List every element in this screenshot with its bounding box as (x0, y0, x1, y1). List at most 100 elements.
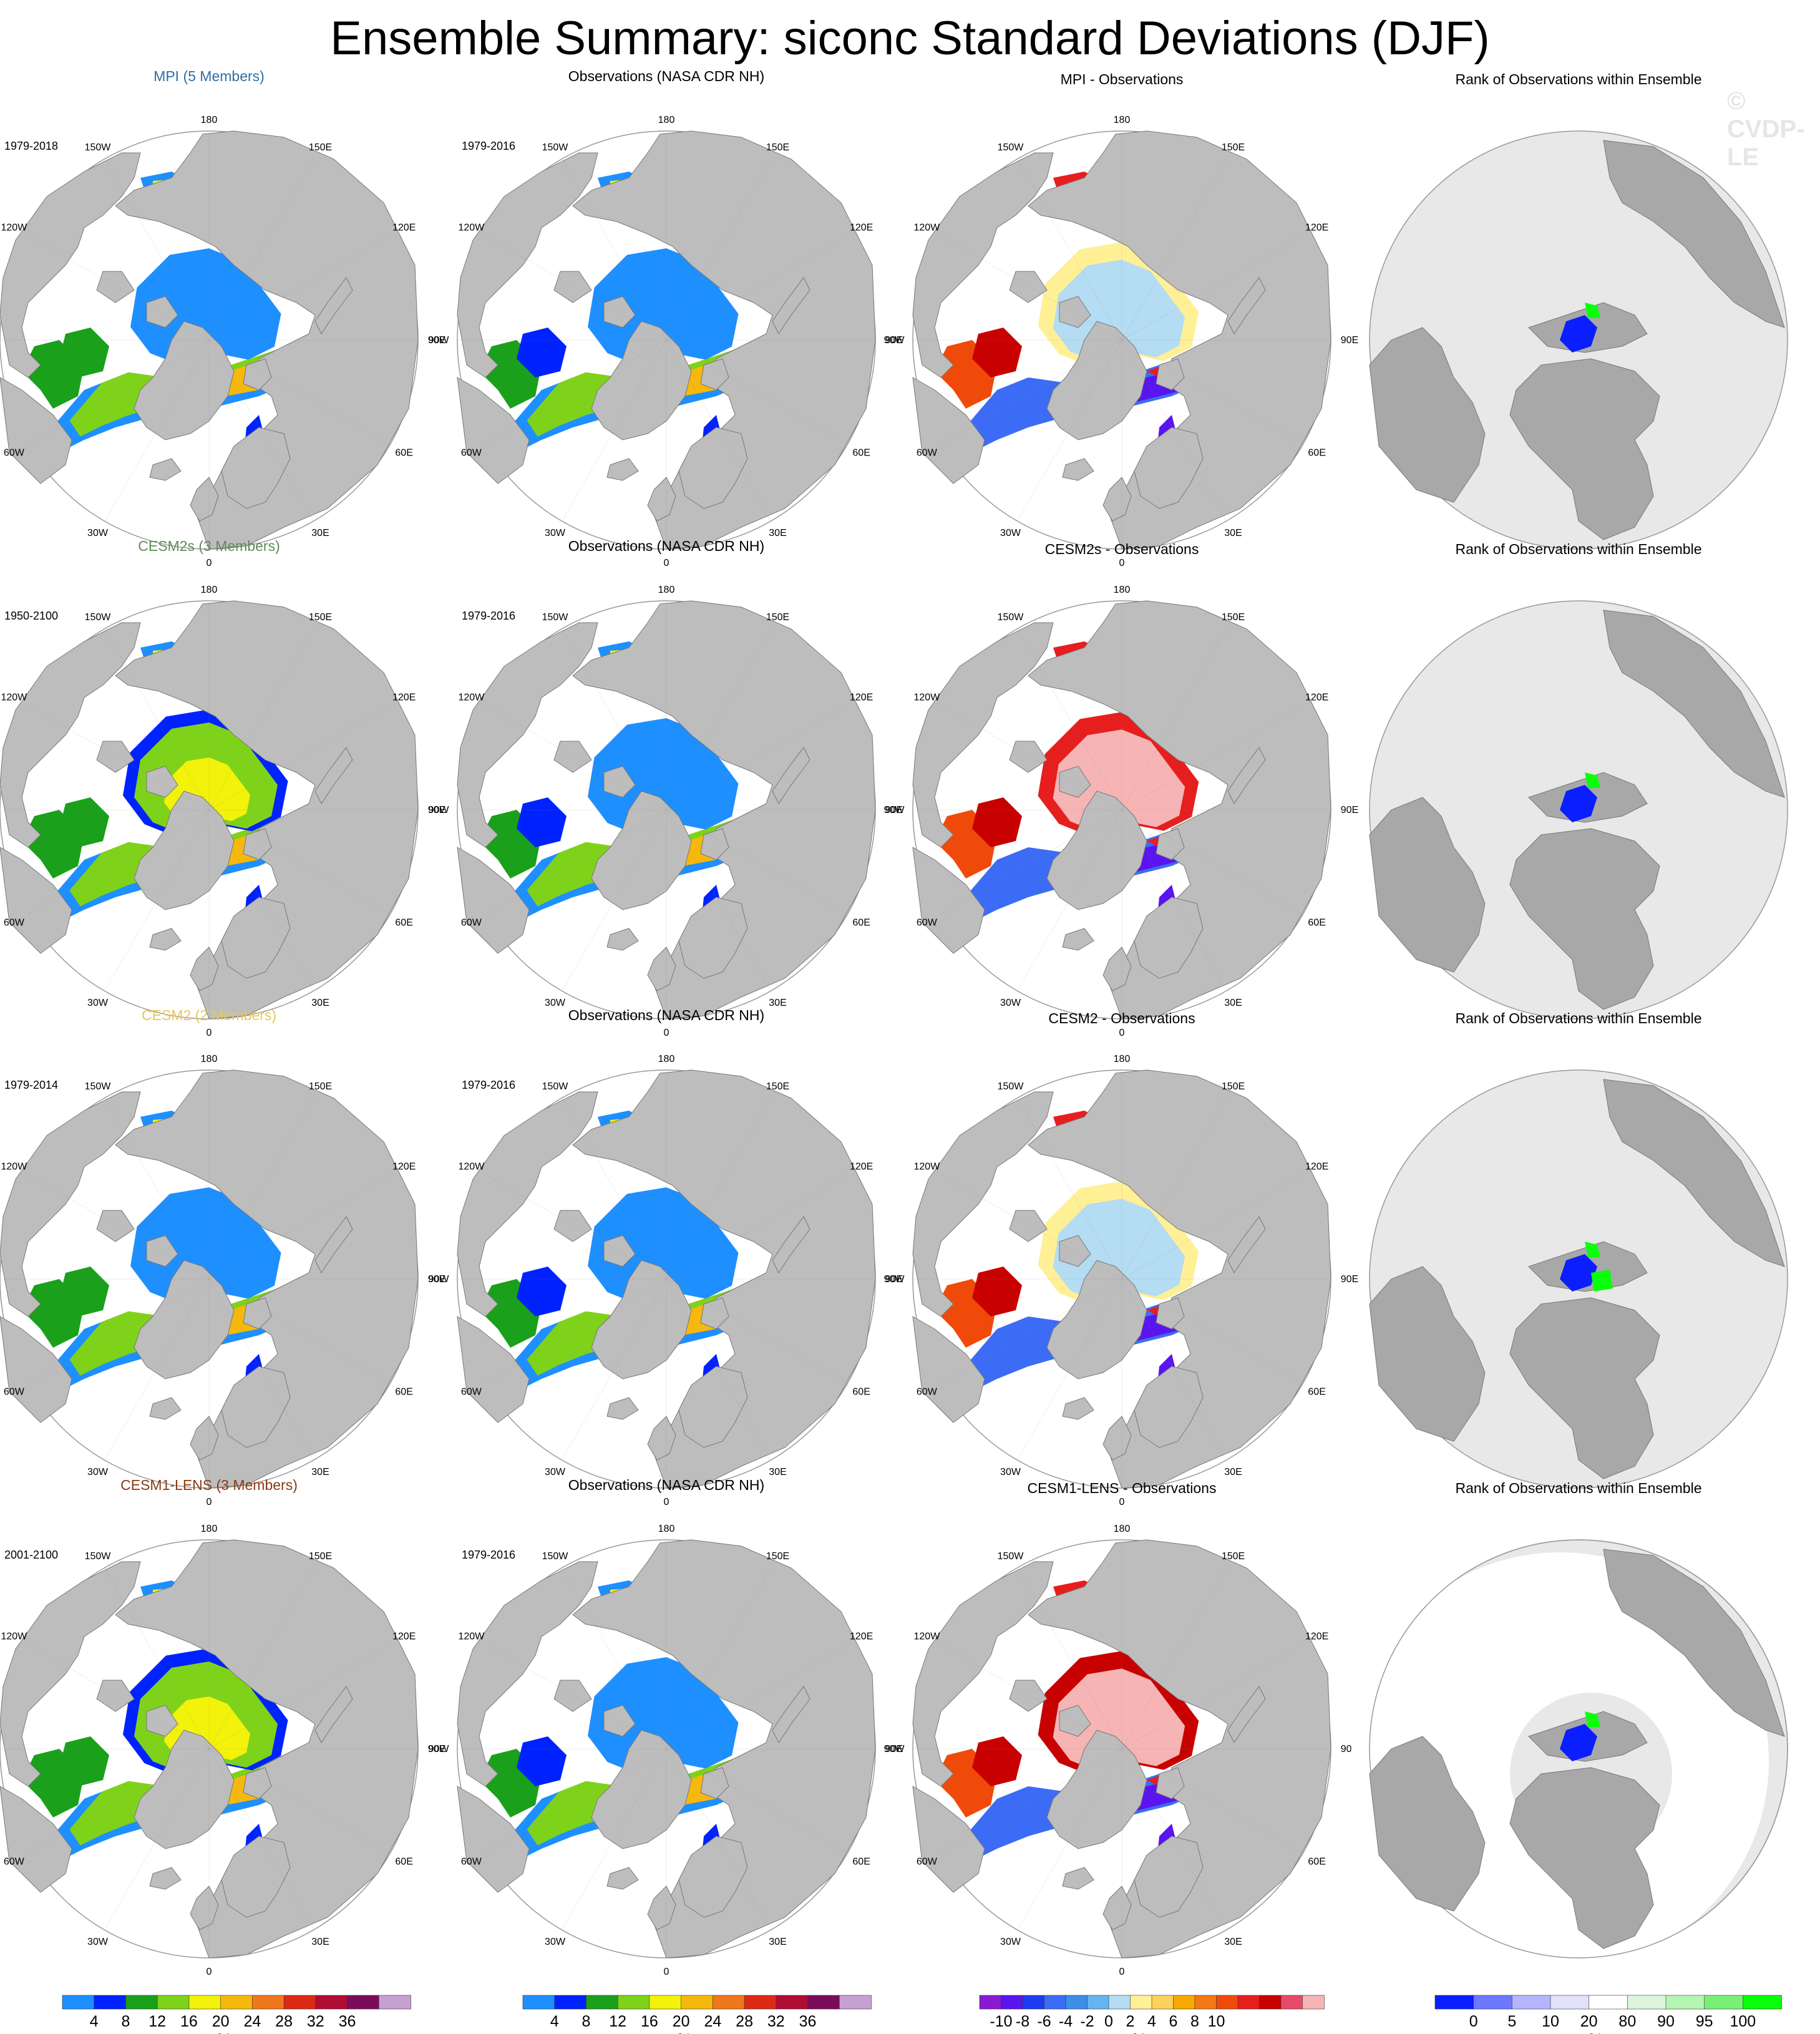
meridian-line (208, 705, 391, 810)
longitude-label-top: 180 (201, 1524, 218, 1534)
longitude-label-mid_lower_left: 60W (4, 1857, 25, 1867)
longitude-label-mid_upper_left: 120W (458, 1632, 485, 1642)
archipelago-land (1009, 741, 1048, 773)
meridian-line (1121, 1644, 1303, 1749)
meridian-line (485, 235, 667, 341)
longitude-label-mid_upper_right: 120E (1305, 1162, 1328, 1172)
longitude-label-mid_lower_left: 60W (461, 918, 482, 928)
meridian-line (666, 1278, 848, 1384)
meridian-line (104, 158, 210, 341)
svalbard-land (243, 828, 272, 860)
iceland-land (1062, 928, 1094, 951)
meridian-line (208, 809, 314, 991)
north-america-land (912, 152, 1054, 378)
labrador-land (912, 1786, 985, 1893)
longitude-label-mid_upper_right: 120E (392, 1632, 416, 1642)
meridian-line (1121, 809, 1303, 915)
meridian-line (940, 1278, 1122, 1384)
longitude-label-bottom: 0 (207, 558, 212, 568)
meridian-line (562, 1097, 667, 1280)
meridian-line (1121, 339, 1227, 522)
colorbar-tick-label: 4 (550, 2013, 559, 2030)
longitude-label-mid_upper_right: 120E (392, 223, 416, 233)
rank-low-cluster (1560, 785, 1597, 822)
archipelago-land (553, 741, 592, 773)
colorbar-unit: % (677, 2030, 692, 2034)
longitude-label-mid_upper_right: 120E (1305, 693, 1328, 703)
eurasia-land (115, 600, 419, 1019)
meridian-line (485, 1644, 667, 1749)
meridian-line (940, 1748, 1122, 1854)
longitude-label-right: 90E (428, 1744, 445, 1754)
colorbar-tick-label: 20 (212, 2013, 230, 2030)
longitude-label-top: 180 (658, 585, 675, 595)
longitude-label-mid_upper_right: 120E (392, 1162, 416, 1172)
north-america-land (0, 152, 141, 378)
panel-title: Rank of Observations within Ensemble (1455, 1010, 1701, 1026)
archipelago-land (146, 1235, 178, 1267)
meridian-line (27, 705, 210, 810)
colorbar-swatch (1302, 1995, 1325, 2010)
rank-land-west (1369, 797, 1486, 973)
longitude-label-mid_lower_right: 60E (852, 1387, 870, 1398)
colorbar-tick-label: 8 (122, 2013, 130, 2030)
colorbar-swatch (283, 1995, 316, 2010)
longitude-label-mid_lower_right: 60E (1308, 1857, 1325, 1867)
period-label: 1979-2016 (462, 610, 515, 622)
archipelago-land (96, 1210, 135, 1242)
iceland-land (1062, 1397, 1094, 1420)
colorbar-unit: % (1588, 2030, 1603, 2034)
iceland-land (149, 1867, 182, 1890)
novaya-zemlya-land (772, 747, 810, 804)
panel-row4-col3: 180 0 90W 90E 150W 150E 120W 120E 60W 60E 30W 30E CE… (884, 1480, 1359, 1977)
eurasia-land (1028, 600, 1331, 1019)
panel-title: Observations (NASA CDR NH) (568, 1007, 764, 1023)
meridian-line (940, 1174, 1122, 1280)
longitude-label-bottom: 0 (664, 558, 669, 568)
longitude-label-mid_upper_left: 120W (913, 1162, 940, 1172)
longitude-label-lower_right: 30E (1224, 528, 1242, 538)
longitude-label-top: 180 (658, 1524, 675, 1534)
novaya-zemlya-land (314, 1216, 353, 1273)
eurasia-land (1028, 1069, 1331, 1489)
colorbar-tick-label: 10 (1542, 2013, 1559, 2030)
colorbar-tick-label: 36 (339, 2013, 356, 2030)
longitude-label-lower_right: 30E (769, 1937, 786, 1947)
svalbard-land (243, 1297, 272, 1330)
meridian-line (940, 339, 1122, 445)
rank-land-south (1509, 1767, 1660, 1949)
novaya-zemlya-land (1227, 747, 1266, 804)
colorbar-swatch (1512, 1995, 1551, 2010)
meridian-line (104, 1567, 210, 1749)
longitude-label-left: 90W (884, 805, 905, 815)
longitude-label-upper_left: 150W (85, 142, 112, 153)
colorbar-tick-label: 2 (1126, 2013, 1135, 2030)
archipelago-land (603, 1705, 636, 1737)
colorbar-swatch (744, 1995, 777, 2010)
novaya-zemlya-land (1227, 1686, 1266, 1743)
meridian-line (485, 1278, 667, 1384)
iceland-land (149, 928, 182, 951)
archipelago-land (96, 1680, 135, 1712)
meridian-line (562, 809, 667, 991)
longitude-label-lower_right: 30E (311, 998, 329, 1008)
meridian-line (208, 1278, 391, 1384)
longitude-label-mid_lower_right: 60E (1308, 918, 1325, 928)
panel-title: CESM2s - Observations (1045, 541, 1199, 557)
period-label: 1979-2016 (462, 1549, 515, 1561)
colorbar-swatch (1044, 1995, 1066, 2010)
longitude-label-mid_lower_right: 60E (395, 1857, 412, 1867)
colorbar-swatch (1259, 1995, 1282, 2010)
longitude-label-upper_right: 150E (766, 1551, 789, 1562)
longitude-label-mid_upper_right: 120E (850, 1162, 873, 1172)
meridian-line (1017, 158, 1122, 341)
meridian-line (940, 235, 1122, 341)
scandinavia-land (221, 897, 291, 979)
eurasia-land (572, 600, 876, 1019)
eurasia-land (115, 1539, 419, 1959)
north-america-land (0, 1091, 141, 1317)
meridian-line (104, 809, 210, 991)
rank-low-cluster (1560, 315, 1597, 353)
